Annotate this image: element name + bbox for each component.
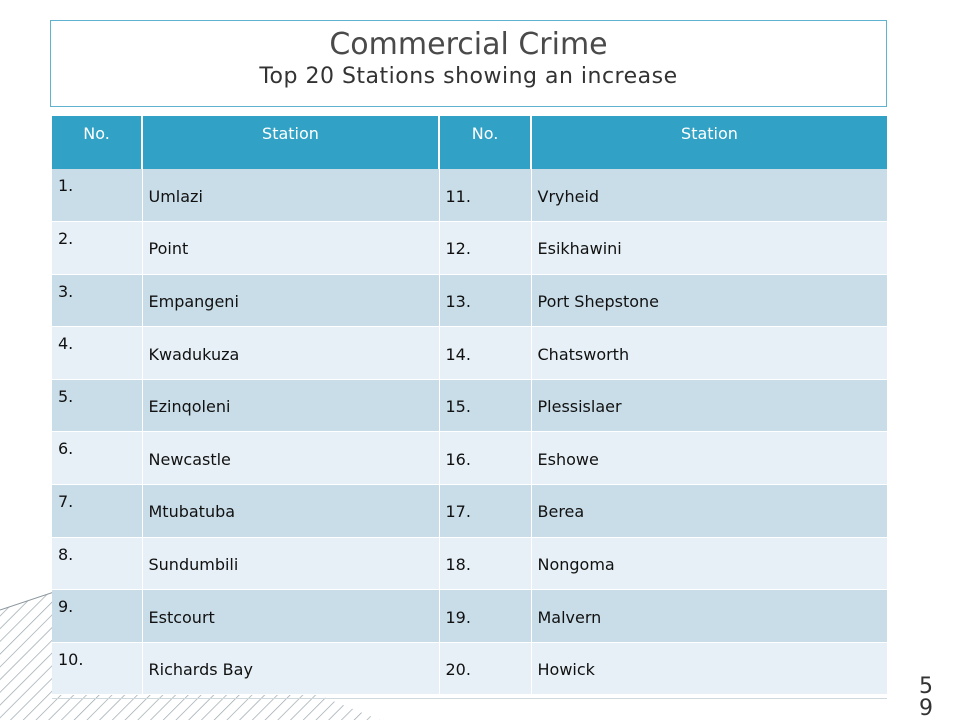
station-cell: Howick bbox=[531, 642, 888, 696]
station-cell: Vryheid bbox=[531, 169, 888, 223]
table-header-row: No. Station No. Station bbox=[52, 116, 887, 169]
slide-subtitle: Top 20 Stations showing an increase bbox=[259, 64, 678, 89]
station-cell: Ezinqoleni bbox=[142, 379, 440, 433]
station-cell: Newcastle bbox=[142, 431, 440, 486]
table-row: 8. Sundumbili 18. Nongoma bbox=[52, 537, 888, 591]
table-row: 10. Richards Bay 20. Howick bbox=[52, 642, 888, 696]
slide-title: Commercial Crime bbox=[329, 27, 608, 62]
stations-table: No. Station No. Station 1. Umlazi 11. Vr… bbox=[52, 116, 888, 696]
rank-cell: 13. bbox=[439, 274, 532, 328]
rank-cell: 18. bbox=[439, 537, 532, 591]
table-row: 4. Kwadukuza 14. Chatsworth bbox=[52, 326, 888, 380]
table-row: 2. Point 12. Esikhawini bbox=[52, 221, 888, 275]
rank-cell: 8. bbox=[52, 537, 143, 591]
rank-cell: 10. bbox=[52, 642, 143, 696]
station-cell: Umlazi bbox=[142, 169, 440, 223]
table-row: 9. Estcourt 19. Malvern bbox=[52, 589, 888, 643]
title-box: Commercial Crime Top 20 Stations showing… bbox=[50, 20, 887, 107]
station-cell: Empangeni bbox=[142, 274, 440, 328]
column-header-station: Station bbox=[531, 116, 887, 169]
rank-cell: 1. bbox=[52, 169, 143, 223]
rank-cell: 19. bbox=[439, 589, 532, 643]
rank-cell: 2. bbox=[52, 221, 143, 275]
column-header-no: No. bbox=[52, 116, 143, 169]
page-number-digit: 9 bbox=[919, 696, 933, 721]
station-cell: Richards Bay bbox=[142, 642, 440, 696]
footer-divider bbox=[52, 698, 887, 699]
table-row: 7. Mtubatuba 17. Berea bbox=[52, 484, 888, 538]
rank-cell: 5. bbox=[52, 379, 143, 433]
column-header-no: No. bbox=[439, 116, 532, 169]
rank-cell: 12. bbox=[439, 221, 532, 275]
rank-cell: 15. bbox=[439, 379, 532, 433]
station-cell: Malvern bbox=[531, 589, 888, 643]
station-cell: Mtubatuba bbox=[142, 484, 440, 538]
rank-cell: 3. bbox=[52, 274, 143, 328]
rank-cell: 17. bbox=[439, 484, 532, 538]
station-cell: Esikhawini bbox=[531, 221, 888, 275]
station-cell: Sundumbili bbox=[142, 537, 440, 591]
station-cell: Estcourt bbox=[142, 589, 440, 643]
column-header-station: Station bbox=[142, 116, 440, 169]
table-row: 6. Newcastle 16. Eshowe bbox=[52, 431, 888, 486]
table-row: 1. Umlazi 11. Vryheid bbox=[52, 169, 888, 223]
station-cell: Chatsworth bbox=[531, 326, 888, 380]
rank-cell: 14. bbox=[439, 326, 532, 380]
rank-cell: 4. bbox=[52, 326, 143, 380]
page-number: 5 9 bbox=[916, 676, 936, 720]
station-cell: Kwadukuza bbox=[142, 326, 440, 380]
station-cell: Nongoma bbox=[531, 537, 888, 591]
rank-cell: 9. bbox=[52, 589, 143, 643]
station-cell: Plessislaer bbox=[531, 379, 888, 433]
station-cell: Berea bbox=[531, 484, 888, 538]
station-cell: Port Shepstone bbox=[531, 274, 888, 328]
station-cell: Eshowe bbox=[531, 431, 888, 486]
rank-cell: 6. bbox=[52, 431, 143, 486]
rank-cell: 7. bbox=[52, 484, 143, 538]
table-row: 3. Empangeni 13. Port Shepstone bbox=[52, 274, 888, 328]
station-cell: Point bbox=[142, 221, 440, 275]
table-row: 5. Ezinqoleni 15. Plessislaer bbox=[52, 379, 888, 433]
rank-cell: 11. bbox=[439, 169, 532, 223]
page-number-digit: 5 bbox=[919, 674, 933, 699]
rank-cell: 16. bbox=[439, 431, 532, 486]
rank-cell: 20. bbox=[439, 642, 532, 696]
